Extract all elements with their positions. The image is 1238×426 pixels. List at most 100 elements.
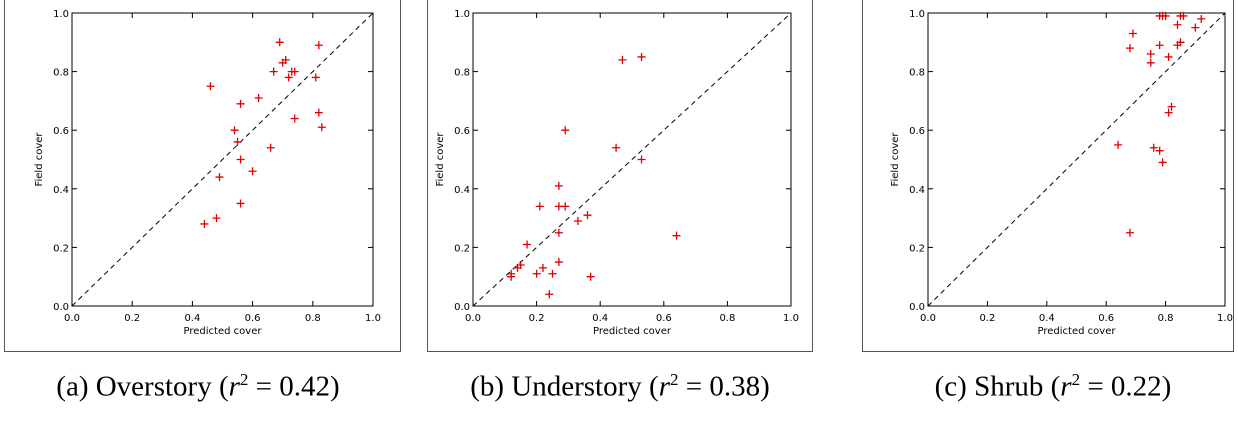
x-axis-title: Predicted cover: [184, 326, 263, 337]
caption-overstory: (a) Overstory (r2 = 0.42): [56, 370, 340, 403]
x-axis-title: Predicted cover: [593, 326, 672, 337]
x-tick-label: 0.4: [592, 313, 608, 324]
data-point: [1197, 14, 1206, 23]
data-point: [1114, 140, 1123, 149]
data-point: [314, 108, 323, 117]
data-point: [561, 126, 570, 135]
data-point: [212, 214, 221, 223]
data-point: [1164, 52, 1173, 61]
data-point: [548, 269, 557, 278]
data-point: [284, 73, 293, 82]
data-point: [236, 199, 245, 208]
data-point: [275, 38, 284, 47]
x-tick-label: 0.6: [656, 313, 672, 324]
x-tick-label: 0.0: [920, 313, 936, 324]
data-point: [1149, 143, 1158, 152]
y-tick-label: 0.0: [909, 302, 925, 313]
data-point: [1146, 50, 1155, 59]
data-point: [1146, 58, 1155, 67]
data-point: [1161, 11, 1170, 20]
y-tick-label: 0.6: [454, 126, 470, 137]
x-tick-label: 0.8: [719, 313, 735, 324]
y-tick-label: 0.6: [53, 126, 69, 137]
data-point: [554, 258, 563, 267]
data-point: [554, 228, 563, 237]
data-point: [233, 137, 242, 146]
data-point: [1179, 11, 1188, 20]
y-tick-label: 0.6: [909, 126, 925, 137]
data-point: [269, 67, 278, 76]
data-point: [573, 217, 582, 226]
y-tick-label: 0.4: [53, 185, 69, 196]
x-tick-label: 0.8: [305, 313, 321, 324]
y-tick-label: 0.2: [53, 243, 69, 254]
y-tick-label: 0.8: [909, 68, 925, 79]
y-tick-label: 0.0: [454, 302, 470, 313]
plot-area-frame: [71, 12, 374, 307]
data-point: [637, 155, 646, 164]
data-point: [637, 52, 646, 61]
data-point: [236, 155, 245, 164]
x-tick-label: 0.2: [529, 313, 545, 324]
x-tick-label: 0.4: [1039, 313, 1055, 324]
y-tick-label: 0.4: [909, 185, 925, 196]
data-point: [1167, 102, 1176, 111]
one-to-one-reference-line: [472, 12, 792, 307]
data-point: [290, 114, 299, 123]
x-axis-title: Predicted cover: [1038, 326, 1117, 337]
data-point: [200, 219, 209, 228]
panel-shrub: 0.0 0.2 0.4 0.6 0.8 1.0 0.0 0.2 0.4 0.6 0.8 1.0 Pred…: [862, 0, 1234, 352]
data-point: [561, 202, 570, 211]
one-to-one-reference-line: [71, 12, 374, 307]
y-tick-label: 1.0: [454, 9, 470, 20]
data-point: [538, 263, 547, 272]
data-point: [1176, 38, 1185, 47]
plot-shrub: 0.0 0.2 0.4 0.6 0.8 1.0 0.0 0.2 0.4 0.6 0.8 1.0 Pred…: [890, 9, 1233, 337]
y-axis-title: Field cover: [435, 132, 446, 187]
x-tick-label: 1.0: [1217, 313, 1233, 324]
one-to-one-reference-line: [927, 12, 1226, 307]
panel-overstory: 0.0 0.2 0.4 0.6 0.8 1.0 0.0 0.2 0.4 0.6 0.8 1.0 Pred…: [4, 0, 401, 352]
plot-overstory: 0.0 0.2 0.4 0.6 0.8 1.0 0.0 0.2 0.4 0.6 0.8 1.0 Pred…: [34, 9, 381, 337]
x-tick-label: 0.2: [124, 313, 140, 324]
data-point: [317, 123, 326, 132]
caption-understory: (b) Understory (r2 = 0.38): [470, 370, 770, 403]
y-tick-label: 1.0: [909, 9, 925, 20]
y-tick-label: 0.2: [909, 243, 925, 254]
data-point: [618, 55, 627, 64]
data-point: [672, 231, 681, 240]
x-tick-label: 0.4: [184, 313, 200, 324]
data-point: [1155, 41, 1164, 50]
data-point: [281, 55, 290, 64]
data-point: [290, 67, 299, 76]
data-point: [215, 173, 224, 182]
data-point: [206, 82, 215, 91]
data-point: [516, 260, 525, 269]
data-point: [554, 181, 563, 190]
data-point: [583, 211, 592, 220]
y-axis-title: Field cover: [890, 132, 901, 187]
data-point: [1125, 44, 1134, 53]
y-tick-label: 0.8: [454, 68, 470, 79]
data-point: [1173, 20, 1182, 29]
caption-shrub: (c) Shrub (r2 = 0.22): [934, 370, 1172, 403]
data-point: [1128, 29, 1137, 38]
x-tick-label: 0.8: [1158, 313, 1174, 324]
data-point: [254, 93, 263, 102]
y-tick-label: 0.0: [53, 302, 69, 313]
x-tick-label: 0.2: [979, 313, 995, 324]
data-point: [266, 143, 275, 152]
data-point: [507, 269, 516, 278]
data-point: [1164, 108, 1173, 117]
panel-understory: 0.0 0.2 0.4 0.6 0.8 1.0 0.0 0.2 0.4 0.6 0.8 1.0 Pred…: [427, 0, 813, 352]
plot-area-frame: [472, 12, 792, 307]
x-tick-label: 0.0: [64, 313, 80, 324]
data-point: [236, 99, 245, 108]
x-tick-label: 1.0: [365, 313, 381, 324]
data-point: [248, 167, 257, 176]
data-point: [311, 73, 320, 82]
y-tick-label: 0.2: [454, 243, 470, 254]
data-point: [1158, 158, 1167, 167]
data-point: [523, 240, 532, 249]
y-tick-label: 0.8: [53, 68, 69, 79]
